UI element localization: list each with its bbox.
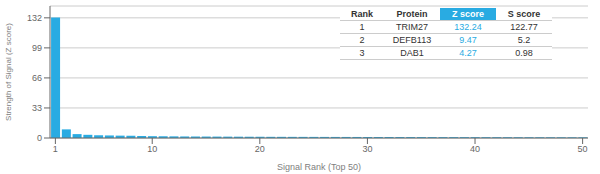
svg-text:Strength of Signal (Z score): Strength of Signal (Z score) xyxy=(8,23,13,121)
html-text:Protein: Protein xyxy=(396,9,428,19)
html-text:Rank: Rank xyxy=(351,9,373,19)
html-text:2: 2 xyxy=(359,35,365,45)
svg-text:Signal Rank (Top 50): Signal Rank (Top 50) xyxy=(277,162,361,172)
html-text:0.98: 0.98 xyxy=(515,48,533,58)
svg-text:40: 40 xyxy=(470,144,480,154)
html-text:TRIM27: TRIM27 xyxy=(396,22,428,32)
svg-text:30: 30 xyxy=(362,144,372,154)
svg-text:33: 33 xyxy=(32,103,42,113)
html-text:DAB1: DAB1 xyxy=(400,48,424,58)
svg-text:0: 0 xyxy=(37,133,42,143)
svg-text:99: 99 xyxy=(32,43,42,53)
html-text:4.27: 4.27 xyxy=(459,48,477,58)
html-text:132.24: 132.24 xyxy=(454,22,482,32)
html-text:1: 1 xyxy=(359,22,365,32)
svg-text:132: 132 xyxy=(27,13,42,23)
svg-text:66: 66 xyxy=(32,73,42,83)
svg-text:20: 20 xyxy=(255,144,265,154)
html-text:9.47: 9.47 xyxy=(459,35,477,45)
html-text:S score: S score xyxy=(507,9,541,19)
svg-text:1: 1 xyxy=(53,144,58,154)
html-text:DEFB113: DEFB113 xyxy=(392,35,432,45)
html-text:Z score: Z score xyxy=(452,9,484,19)
html-text:5.2: 5.2 xyxy=(517,35,531,45)
svg-text:10: 10 xyxy=(147,144,157,154)
svg-text:50: 50 xyxy=(578,144,588,154)
html-text:122.77: 122.77 xyxy=(510,22,538,32)
html-text:3: 3 xyxy=(359,48,365,58)
